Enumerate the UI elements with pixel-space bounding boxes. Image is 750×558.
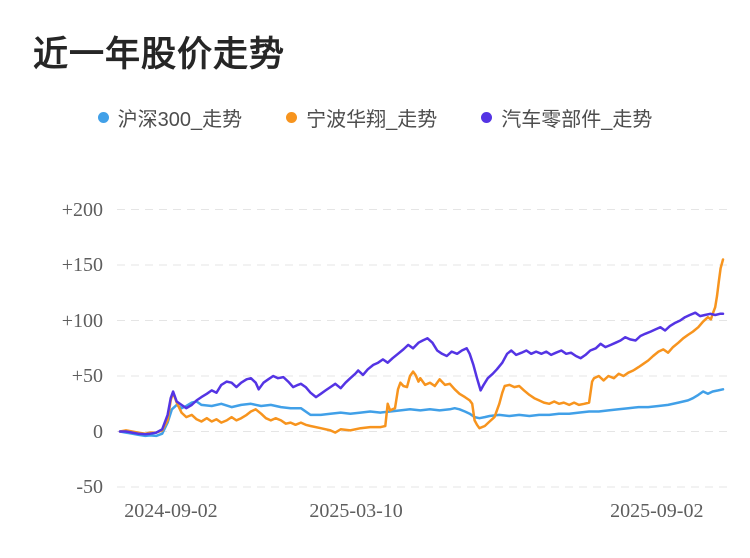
x-axis-labels: 2024-09-02 2025-03-10 2025-09-02 xyxy=(115,499,730,525)
y-axis-tick-label: +100 xyxy=(61,309,103,332)
legend-item-ningbo-huaxiang[interactable]: 宁波华翔_走势 xyxy=(286,103,437,132)
y-axis-tick-label: +50 xyxy=(71,365,103,387)
series-line-auto-parts xyxy=(118,311,725,436)
legend-item-label: 沪深300_走势 xyxy=(117,108,243,131)
series-line-csi300 xyxy=(118,388,725,438)
legend-dot-icon xyxy=(97,111,109,123)
x-axis-tick-label: 2025-03-10 xyxy=(309,500,403,522)
legend-dot-icon xyxy=(286,111,298,123)
legend-item-label: 汽车零部件_走势 xyxy=(501,108,653,131)
x-axis-tick-label: 2025-09-02 xyxy=(610,500,704,522)
series-line-ningbo-huaxiang xyxy=(118,258,725,435)
legend-item-auto-parts[interactable]: 汽车零部件_走势 xyxy=(481,103,652,132)
chart-legend: 沪深300_走势 宁波华翔_走势 汽车零部件_走势 xyxy=(0,103,750,131)
page-title: 近一年股价走势 xyxy=(33,35,286,74)
y-axis-labels: +200 +150 +100 +50 0 -50 xyxy=(0,196,103,499)
legend-dot-icon xyxy=(481,111,493,123)
y-axis-tick-label: +150 xyxy=(61,254,103,276)
y-axis-tick-label: +200 xyxy=(61,198,103,221)
legend-item-label: 宁波华翔_走势 xyxy=(306,108,438,131)
y-axis-tick-label: 0 xyxy=(93,420,103,443)
trend-chart-plot-area[interactable] xyxy=(115,196,730,496)
y-axis-tick-label: -50 xyxy=(76,476,103,498)
trend-chart-canvas[interactable] xyxy=(115,196,730,496)
legend-item-csi300[interactable]: 沪深300_走势 xyxy=(97,103,243,132)
x-axis-tick-label: 2024-09-02 xyxy=(124,500,218,522)
